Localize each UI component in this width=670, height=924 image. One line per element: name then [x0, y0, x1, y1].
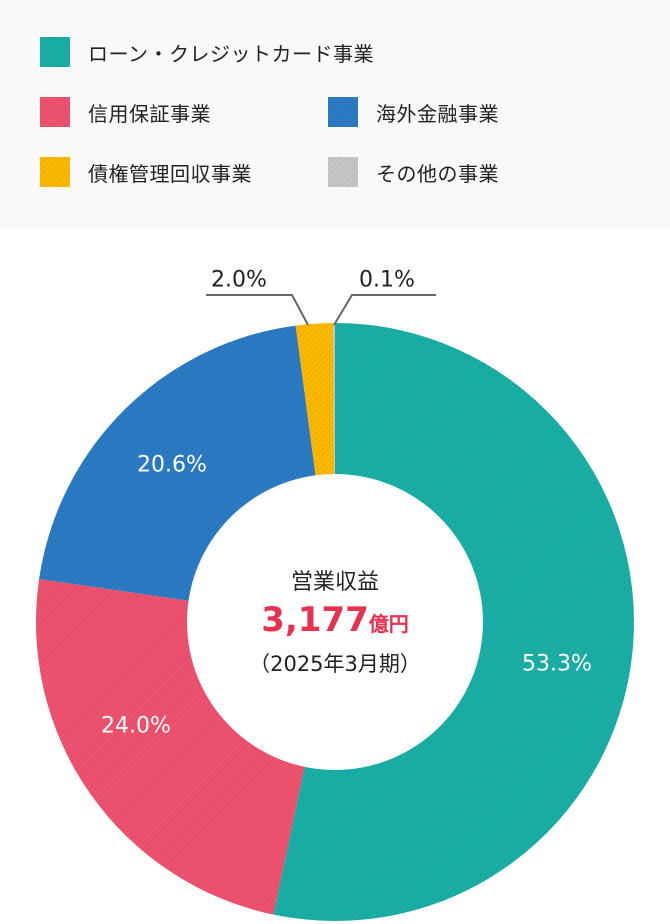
chart-legend: ローン・クレジットカード事業 信用保証事業 海外金融事業 債権管理回収事業 その… [0, 0, 670, 228]
center-value: 3,177億円 [261, 600, 409, 640]
legend-label: 債権管理回収事業 [88, 161, 252, 186]
legend-swatch [328, 157, 358, 187]
slice-label-other: 0.1% [359, 267, 415, 293]
donut-svg [36, 294, 635, 922]
legend-item-guarantee: 信用保証事業 [40, 97, 211, 127]
center-title: 営業収益 [290, 570, 380, 595]
slice-label-servicer: 2.0% [211, 267, 267, 293]
leader-line-servicer [206, 294, 309, 326]
legend-label: ローン・クレジットカード事業 [88, 41, 374, 66]
legend-swatch [40, 157, 70, 187]
legend-label: その他の事業 [376, 161, 499, 186]
legend-item-loan-credit: ローン・クレジットカード事業 [40, 37, 374, 67]
legend-label: 海外金融事業 [376, 101, 499, 126]
slice-label-guarantee: 24.0% [101, 713, 171, 739]
legend-swatch [40, 37, 70, 67]
donut-chart: 53.3% 24.0% 20.6% 2.0% 0.1% 営業収益 3,177億円… [0, 228, 670, 924]
legend-swatch [328, 97, 358, 127]
legend-item-other: その他の事業 [328, 157, 499, 187]
leader-line-other [333, 294, 436, 326]
slice-label-overseas: 20.6% [137, 452, 207, 478]
center-period: （2025年3月期） [249, 652, 421, 676]
legend-swatch [40, 97, 70, 127]
center-value-unit: 億円 [368, 612, 409, 636]
legend-item-overseas: 海外金融事業 [328, 97, 499, 127]
legend-item-servicer: 債権管理回収事業 [40, 157, 252, 187]
donut-hole [187, 474, 483, 770]
center-value-number: 3,177 [261, 600, 369, 640]
legend-label: 信用保証事業 [88, 101, 211, 126]
slice-label-loan: 53.3% [522, 651, 592, 677]
